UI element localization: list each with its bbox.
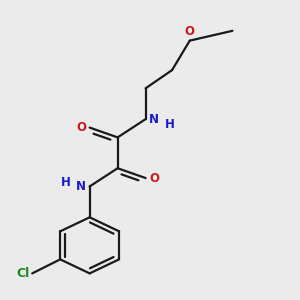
Text: O: O [76,121,86,134]
Text: O: O [149,172,159,184]
Text: N: N [149,113,159,126]
Text: N: N [76,180,86,193]
Text: H: H [165,118,175,131]
Text: H: H [61,176,70,189]
Text: Cl: Cl [16,267,29,280]
Text: O: O [185,25,195,38]
